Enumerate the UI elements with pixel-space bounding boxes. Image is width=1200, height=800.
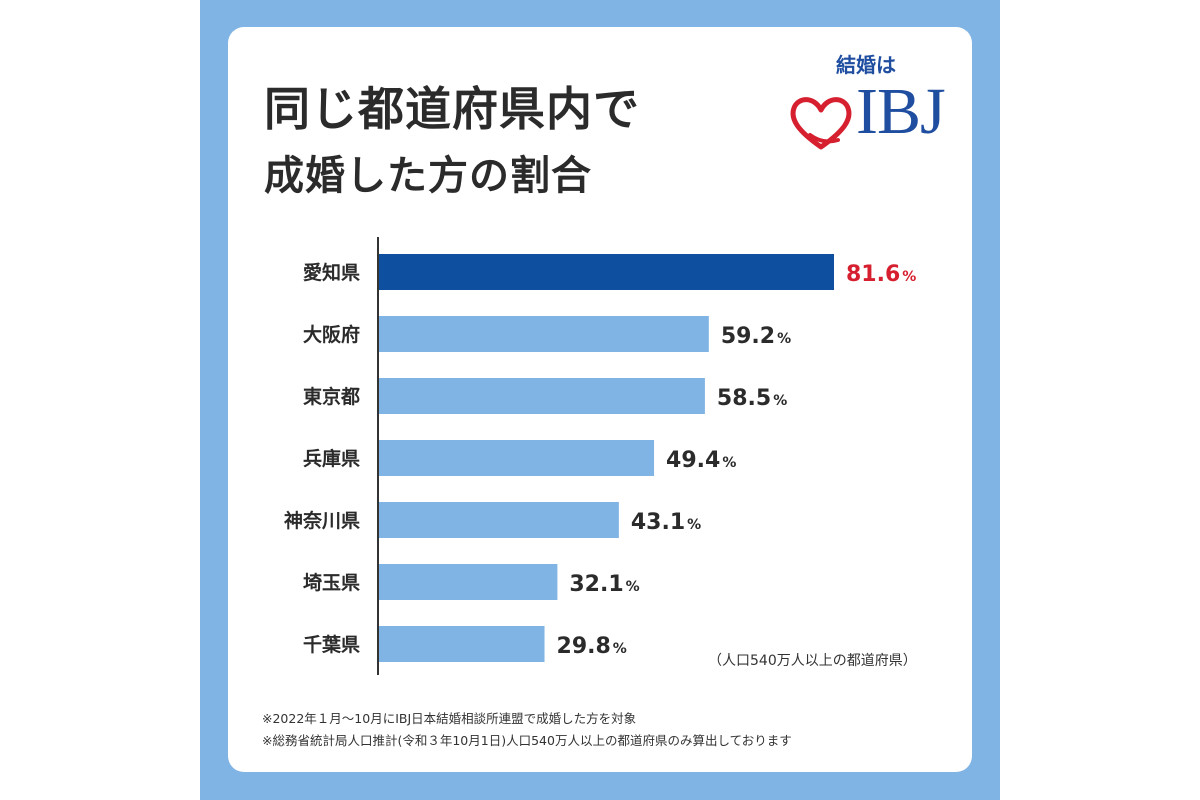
category-label: 神奈川県 <box>284 509 360 532</box>
category-label: 千葉県 <box>303 634 360 656</box>
bar-chart: 愛知県 81.6 % 大阪府 59.2 % 東京都 58.5 % 兵庫県 49.4 % 神奈川県 43.1… <box>284 237 916 675</box>
value-label: 29.8% <box>557 634 627 659</box>
logo-tagline: 結婚は <box>836 53 896 77</box>
bar <box>378 378 705 414</box>
logo-brand: IBJ <box>856 75 946 148</box>
bar <box>378 564 558 600</box>
ibj-logo: 結婚は IBJ <box>788 45 958 175</box>
value-label: 32.1% <box>569 572 639 597</box>
bar <box>378 316 709 352</box>
page-title-line1: 同じ都道府県内で <box>264 82 640 136</box>
value-label: 59.2% <box>721 324 791 349</box>
value-label: 43.1% <box>631 510 701 535</box>
footnote-1: ※2022年１月〜10月にIBJ日本結婚相談所連盟で成婚した方を対象 <box>262 711 637 726</box>
bar <box>378 254 834 290</box>
footnote-2: ※総務省統計局人口推計(令和３年10月1日)人口540万人以上の都道府県のみ算出… <box>262 733 792 748</box>
bar <box>378 626 545 662</box>
category-label: 東京都 <box>303 385 360 408</box>
heart-icon <box>790 97 852 150</box>
bar <box>378 502 619 538</box>
value-label: 58.5% <box>717 386 787 411</box>
category-label: 大阪府 <box>303 323 360 346</box>
population-note: （人口540万人以上の都道府県） <box>708 653 917 669</box>
category-label: 兵庫県 <box>303 447 360 470</box>
category-label: 愛知県 <box>303 261 360 284</box>
background-frame: 同じ都道府県内で 成婚した方の割合 結婚は IBJ 愛知県 81.6% 大阪府 59.… <box>200 0 1000 800</box>
page-title-line2: 成婚した方の割合 <box>264 153 592 199</box>
chart-card: 同じ都道府県内で 成婚した方の割合 結婚は IBJ 愛知県 81.6% 大阪府 59.… <box>228 27 972 772</box>
category-label: 埼玉県 <box>303 571 360 594</box>
value-label: 81.6% <box>846 262 916 287</box>
bar <box>378 440 655 476</box>
value-label: 49.4% <box>666 448 736 473</box>
